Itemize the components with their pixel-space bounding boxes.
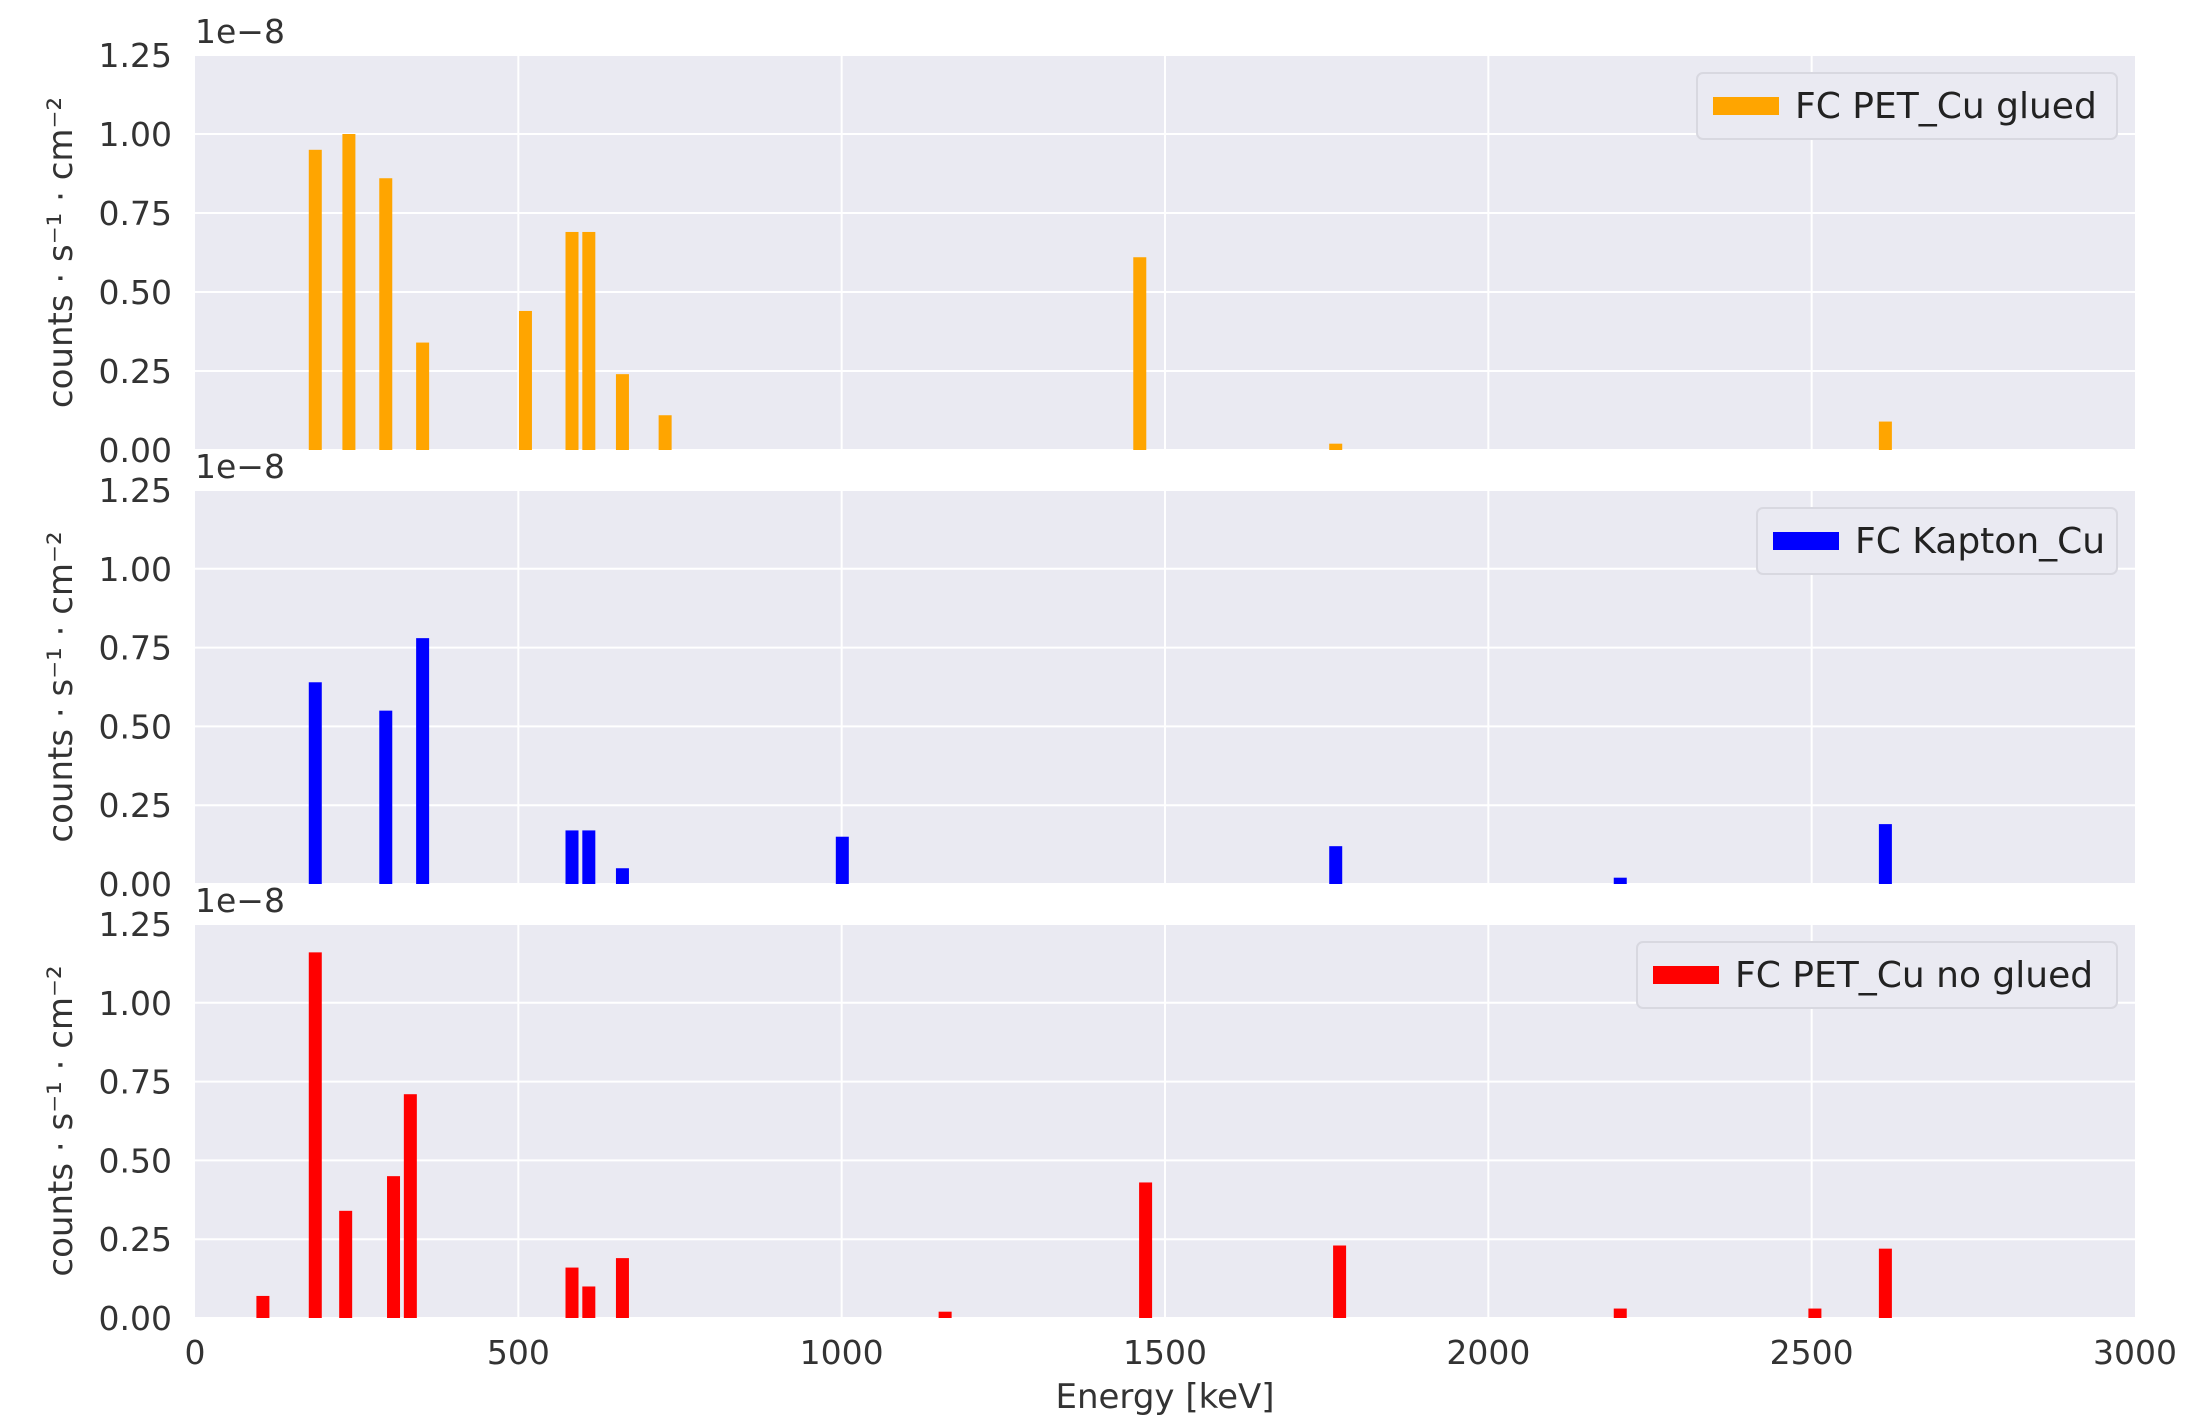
x-tick-label: 1500 bbox=[1123, 1333, 1207, 1372]
bar bbox=[615, 374, 629, 450]
bar bbox=[339, 1210, 353, 1318]
y-tick-label: 0.50 bbox=[99, 1141, 172, 1180]
y-axis-label: counts · s⁻¹ · cm⁻² bbox=[41, 965, 81, 1276]
bar bbox=[342, 134, 356, 450]
y-tick-label: 0.25 bbox=[99, 1220, 172, 1259]
bar bbox=[582, 231, 596, 450]
bar bbox=[518, 310, 532, 450]
bar bbox=[1133, 257, 1147, 450]
legend-box bbox=[1696, 72, 2118, 140]
legend-label: FC PET_Cu glued bbox=[1795, 86, 2097, 127]
y-tick-label: 0.75 bbox=[99, 194, 172, 233]
bar bbox=[1613, 877, 1627, 884]
y-tick-label: 1.25 bbox=[99, 36, 172, 75]
bar bbox=[615, 1258, 629, 1318]
legend-label: FC Kapton_Cu bbox=[1855, 521, 2105, 562]
bar bbox=[1878, 824, 1892, 884]
legend-swatch bbox=[1713, 97, 1779, 115]
bar bbox=[565, 1267, 579, 1318]
bar bbox=[387, 1176, 401, 1318]
x-tick-label: 2500 bbox=[1770, 1333, 1854, 1372]
bar bbox=[1878, 1248, 1892, 1318]
legend-label: FC PET_Cu no glued bbox=[1735, 955, 2093, 996]
y-tick-label: 0.00 bbox=[99, 1299, 172, 1338]
x-tick-label: 2000 bbox=[1446, 1333, 1530, 1372]
y-tick-label: 0.75 bbox=[99, 629, 172, 668]
y-tick-label: 1.00 bbox=[99, 550, 172, 589]
chart-panel-2: 0.00 0.25 0.50 0.75 1.00 1.25 1e−8 counts · s⁻¹… bbox=[41, 447, 2135, 904]
bar bbox=[565, 231, 579, 450]
x-axis-label: Energy [keV] bbox=[1055, 1377, 1274, 1417]
bar bbox=[1808, 1308, 1822, 1318]
y-tick-label: 1.00 bbox=[99, 115, 172, 154]
bar bbox=[938, 1311, 952, 1318]
bar bbox=[1333, 1245, 1347, 1318]
y-tick-label: 1.00 bbox=[99, 984, 172, 1023]
y-tick-label: 0.00 bbox=[99, 865, 172, 904]
bar bbox=[308, 149, 322, 451]
y-tick-label: 1.25 bbox=[99, 471, 172, 510]
chart-panel-3: 0.00 0.25 0.50 0.75 1.00 1.25 1e−8 counts · s⁻¹… bbox=[41, 881, 2177, 1417]
bar bbox=[403, 1094, 417, 1318]
bar bbox=[1613, 1308, 1627, 1318]
bar bbox=[582, 830, 596, 884]
legend-swatch bbox=[1773, 532, 1839, 550]
bar bbox=[416, 342, 430, 450]
bar bbox=[615, 868, 629, 884]
y-axis-label: counts · s⁻¹ · cm⁻² bbox=[41, 97, 81, 408]
legend-box bbox=[1756, 507, 2118, 575]
bar bbox=[416, 638, 430, 884]
x-tick-label: 0 bbox=[185, 1333, 206, 1372]
bar bbox=[379, 710, 393, 884]
y-tick-label: 1.25 bbox=[99, 905, 172, 944]
bar bbox=[1329, 443, 1343, 450]
bar bbox=[658, 415, 672, 450]
y-tick-label: 0.50 bbox=[99, 273, 172, 312]
bar bbox=[835, 836, 849, 884]
y-axis-label: counts · s⁻¹ · cm⁻² bbox=[41, 531, 81, 842]
y-tick-label: 0.00 bbox=[99, 431, 172, 470]
bar bbox=[308, 682, 322, 884]
legend-swatch bbox=[1653, 966, 1719, 984]
y-tick-label: 0.25 bbox=[99, 352, 172, 391]
y-tick-label: 0.75 bbox=[99, 1063, 172, 1102]
bar bbox=[1139, 1182, 1153, 1318]
y-scale-note: 1e−8 bbox=[195, 12, 285, 51]
bar bbox=[256, 1295, 270, 1318]
bar bbox=[379, 178, 393, 451]
chart-panel-1: 0.00 0.25 0.50 0.75 1.00 1.25 1e−8 counts · s⁻¹… bbox=[41, 12, 2135, 470]
bar bbox=[1329, 846, 1343, 884]
y-tick-label: 0.25 bbox=[99, 786, 172, 825]
y-scale-note: 1e−8 bbox=[195, 447, 285, 486]
bar bbox=[582, 1286, 596, 1318]
bar bbox=[565, 830, 579, 884]
bar bbox=[308, 952, 322, 1318]
y-tick-label: 0.50 bbox=[99, 707, 172, 746]
y-scale-note: 1e−8 bbox=[195, 881, 285, 920]
x-tick-label: 500 bbox=[487, 1333, 550, 1372]
x-tick-label: 3000 bbox=[2093, 1333, 2177, 1372]
legend-box bbox=[1636, 941, 2118, 1009]
x-tick-label: 1000 bbox=[800, 1333, 884, 1372]
bar bbox=[1878, 421, 1892, 450]
